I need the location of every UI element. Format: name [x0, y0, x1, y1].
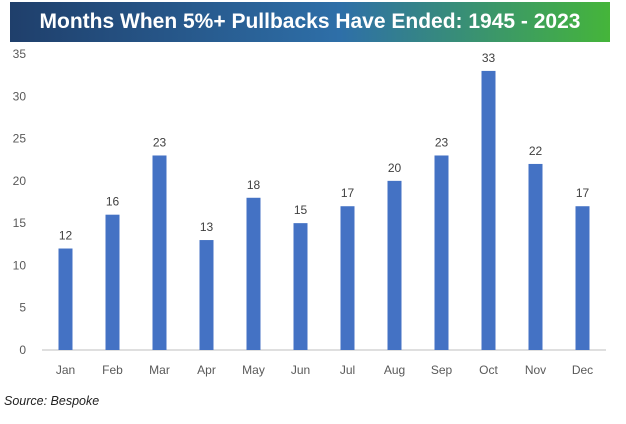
data-label-jul: 17	[341, 186, 355, 200]
chart-area: 0 5 10 15 20 25 30 35 12 Jan 16 Feb 23 Mar 13 Apr 18 May 1…	[0, 42, 626, 390]
y-tick-label: 35	[13, 47, 27, 61]
x-tick-label-oct: Oct	[479, 363, 498, 377]
bar-dec	[575, 206, 590, 350]
x-tick-label-may: May	[242, 363, 265, 377]
y-tick-label: 5	[19, 301, 26, 315]
data-label-apr: 13	[200, 220, 214, 234]
data-label-jan: 12	[59, 229, 73, 243]
x-tick-label-jan: Jan	[56, 363, 75, 377]
data-label-nov: 22	[529, 144, 543, 158]
x-tick-label-dec: Dec	[572, 363, 593, 377]
chart-title-banner: Months When 5%+ Pullbacks Have Ended: 19…	[10, 2, 610, 42]
x-tick-label-jul: Jul	[340, 363, 355, 377]
x-tick-label-apr: Apr	[197, 363, 216, 377]
data-label-aug: 20	[388, 161, 402, 175]
x-tick-label-feb: Feb	[102, 363, 123, 377]
y-tick-label: 20	[13, 174, 27, 188]
data-label-dec: 17	[576, 186, 590, 200]
bar-chart: 0 5 10 15 20 25 30 35 12 Jan 16 Feb 23 Mar 13 Apr 18 May 1…	[13, 47, 606, 377]
bar-nov	[528, 163, 543, 350]
data-label-feb: 16	[106, 195, 120, 209]
x-tick-label-nov: Nov	[525, 363, 546, 377]
data-label-may: 18	[247, 178, 261, 192]
x-tick-label-sep: Sep	[431, 363, 453, 377]
bar-aug	[387, 180, 402, 350]
y-tick-label: 15	[13, 216, 27, 230]
data-label-sep: 23	[435, 135, 449, 149]
bar-jan	[58, 248, 73, 350]
x-tick-label-jun: Jun	[291, 363, 310, 377]
x-tick-label-mar: Mar	[149, 363, 170, 377]
bar-apr	[199, 240, 214, 350]
bar-oct	[481, 70, 496, 351]
source-note: Source: Bespoke	[4, 394, 100, 408]
bar-sep	[434, 155, 449, 350]
y-tick-label: 30	[13, 89, 27, 103]
y-tick-label: 25	[13, 132, 27, 146]
chart-title: Months When 5%+ Pullbacks Have Ended: 19…	[39, 10, 581, 33]
y-tick-label: 0	[19, 343, 26, 357]
data-label-oct: 33	[482, 51, 496, 65]
data-label-mar: 23	[153, 135, 167, 149]
bar-feb	[105, 214, 120, 350]
bar-mar	[152, 155, 167, 350]
data-label-jun: 15	[294, 203, 308, 217]
bar-jul	[340, 206, 355, 350]
bar-jun	[293, 223, 308, 350]
y-tick-label: 10	[13, 258, 27, 272]
bar-may	[246, 197, 261, 350]
x-tick-label-aug: Aug	[384, 363, 405, 377]
